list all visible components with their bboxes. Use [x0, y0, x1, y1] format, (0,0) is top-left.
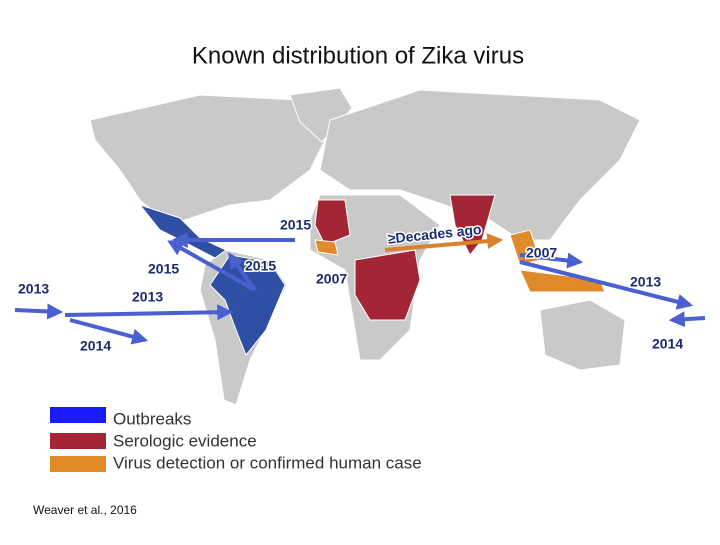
north-america: [89, 94, 331, 226]
legend-swatch: [50, 456, 106, 472]
year-label: 2013: [132, 289, 163, 305]
arrow: [69, 318, 149, 345]
title: Known distribution of Zika virus: [192, 42, 524, 69]
year-label: 2015: [245, 258, 276, 274]
legend-swatch: [50, 407, 106, 423]
citation: Weaver et al., 2016: [33, 503, 137, 517]
legend-swatch: [50, 433, 106, 449]
west-africa-detection: [314, 239, 339, 256]
map-labels: 2015 2015 2015 2013 2013 2014 2007 ≥Deca…: [17, 215, 685, 355]
india-serologic: [449, 194, 496, 256]
africa-serologic: [354, 249, 421, 321]
year-label: 2007: [526, 245, 557, 261]
arrow: [14, 303, 64, 320]
legend-label: Virus detection or confirmed human case: [113, 453, 422, 472]
legend-label: Serologic evidence: [113, 431, 257, 450]
year-label: 2015: [148, 261, 179, 277]
arrow: [384, 233, 504, 252]
west-africa-serologic: [314, 199, 351, 246]
year-label: 2014: [652, 336, 683, 352]
arrow: [228, 252, 257, 292]
arrow: [167, 240, 256, 292]
year-label: 2014: [80, 338, 111, 354]
year-label: 2015: [280, 217, 311, 233]
legend: Outbreaks Serologic evidence Virus detec…: [50, 407, 422, 472]
arrow: [64, 304, 234, 321]
legend-label: Outbreaks: [113, 409, 191, 428]
australia: [539, 299, 626, 371]
arrow: [519, 260, 694, 310]
arrow: [668, 311, 706, 328]
central-america-outbreak: [138, 204, 227, 259]
brazil-outbreak: [209, 254, 286, 356]
world-map: [89, 87, 641, 406]
year-label: 2013: [18, 281, 49, 297]
arrow: [519, 252, 584, 269]
year-label: 2013: [630, 274, 661, 290]
year-label: 2007: [316, 271, 347, 287]
arrows: [14, 232, 706, 345]
